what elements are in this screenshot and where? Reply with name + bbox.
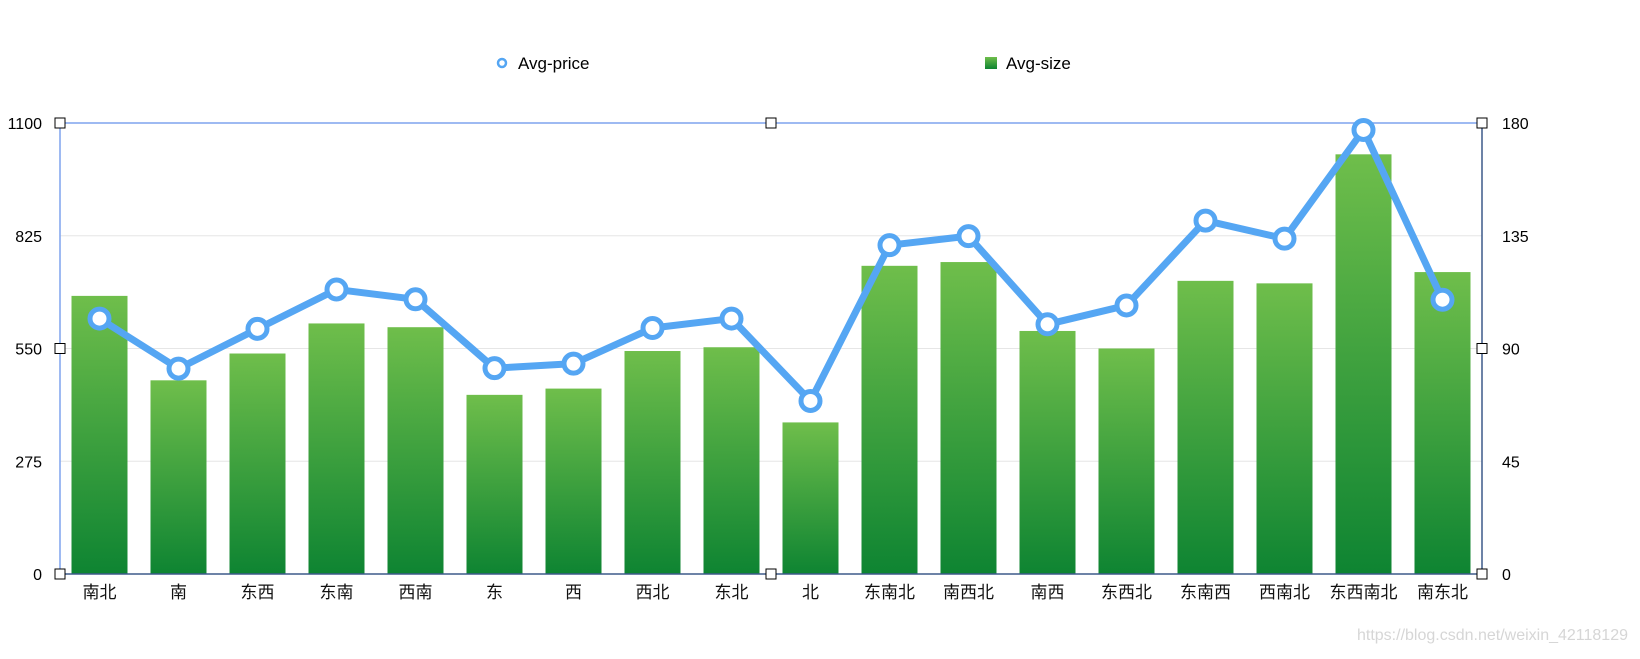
bar-2[interactable] [150,380,207,574]
bar-18[interactable] [1414,272,1471,574]
price-point-4[interactable] [324,277,349,302]
resize-handle[interactable] [1476,117,1488,129]
bar-8[interactable] [624,351,681,574]
price-point-15[interactable] [1193,208,1218,233]
left-axis-tick-label: 825 [15,229,42,246]
x-axis-category-label: 东北 [715,583,749,602]
price-point-8[interactable] [640,316,665,340]
resize-handle[interactable] [54,117,66,129]
bar-7[interactable] [545,388,602,574]
bar-4[interactable] [308,323,365,574]
grid-lines [60,235,1482,462]
x-axis-category-label: 西北 [636,583,670,602]
watermark-text: https://blog.csdn.net/weixin_42118129 [1357,627,1628,644]
x-axis-category-label: 南西 [1031,583,1065,602]
resize-handle[interactable] [54,568,66,580]
left-axis-tick-label: 1100 [8,116,43,133]
x-axis-category-label: 东西南北 [1330,583,1398,602]
resize-handle[interactable] [1476,568,1488,580]
price-point-18[interactable] [1430,287,1455,312]
legend-bar-swatch-icon [985,57,997,69]
price-point-17[interactable] [1351,117,1376,142]
price-point-1[interactable] [87,306,112,331]
resize-handle[interactable] [54,343,66,354]
legend-label-size: Avg-size [1006,54,1071,73]
right-axis-tick-label: 45 [1502,454,1520,471]
price-point-6[interactable] [482,356,507,381]
price-point-16[interactable] [1272,226,1297,251]
legend-item-price[interactable]: Avg-price [496,54,590,73]
price-point-3[interactable] [245,316,270,341]
x-axis-category-label: 东 [486,583,503,602]
x-axis-category-label: 南 [170,583,187,602]
x-axis-category-label: 北 [802,583,819,602]
price-point-12[interactable] [956,224,981,249]
legend: Avg-price Avg-size [496,54,1071,73]
right-axis-tick-label: 90 [1502,342,1520,359]
right-axis-tick-label: 0 [1502,567,1511,584]
bar-9[interactable] [703,347,760,574]
bar-13[interactable] [1019,330,1076,574]
price-point-9[interactable] [719,306,744,331]
bar-12[interactable] [940,262,997,574]
x-axis-category-label: 东南西 [1180,583,1231,602]
bar-17[interactable] [1335,154,1392,574]
resize-handle[interactable] [765,568,777,580]
left-axis-tick-label: 275 [15,454,42,471]
resize-handle[interactable] [1476,343,1488,354]
price-point-10[interactable] [798,388,823,413]
x-axis-category-label: 南东北 [1417,583,1468,602]
bar-1[interactable] [71,295,128,574]
legend-label-price: Avg-price [518,54,590,73]
price-point-5[interactable] [403,287,428,312]
legend-item-size[interactable]: Avg-size [985,54,1071,73]
line-series [87,117,1455,413]
bar-10[interactable] [782,422,839,574]
x-axis-category-label: 南西北 [943,583,994,602]
axes: 0275550825110004590135180南北南东西 东南 西南东西西北 东北… [8,116,1529,602]
x-axis-category-label: 西南北 [1259,583,1310,602]
bar-series [71,154,1471,575]
price-point-2[interactable] [166,356,191,381]
right-axis-tick-label: 135 [1502,229,1529,246]
x-axis-category-label: 东西 [241,583,275,602]
plot-frame [54,117,1488,580]
bar-15[interactable] [1177,280,1234,574]
x-axis-category-label: 东南 [320,583,354,602]
bar-3[interactable] [229,353,286,574]
resize-handle[interactable] [765,117,777,129]
left-axis-tick-label: 550 [15,342,42,359]
left-axis-tick-label: 0 [33,567,42,584]
x-axis-category-label: 南北 [83,583,117,602]
bar-11[interactable] [861,265,918,574]
bar-5[interactable] [387,327,444,574]
x-axis-category-label: 东南北 [864,583,915,602]
price-point-11[interactable] [877,233,902,258]
price-point-14[interactable] [1114,293,1139,318]
x-axis-category-label: 西 [565,583,582,602]
price-point-13[interactable] [1035,312,1060,337]
bar-6[interactable] [466,394,523,574]
x-axis-category-label: 西南 [399,583,433,602]
bar-14[interactable] [1098,348,1155,575]
price-line [96,126,1446,405]
right-axis-tick-label: 180 [1502,116,1529,133]
bar-16[interactable] [1256,283,1313,574]
price-point-7[interactable] [561,351,586,376]
legend-line-marker-icon [496,57,508,69]
x-axis-category-label: 东西北 [1101,583,1152,602]
